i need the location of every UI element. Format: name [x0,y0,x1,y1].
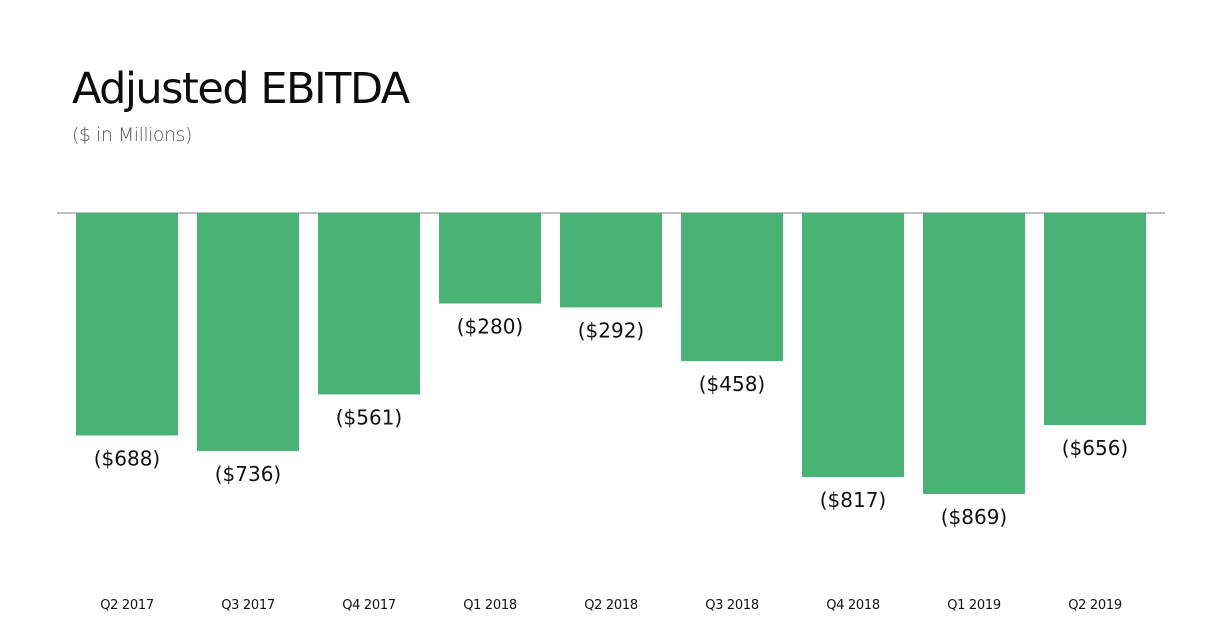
bar-q3-2017 [197,213,299,451]
x-tick-label-q2-2018: Q2 2018 [584,598,638,613]
bars-group [76,213,1146,494]
bar-q3-2018 [681,213,783,362]
x-tick-label-q1-2018: Q1 2018 [463,598,517,613]
value-label-q4-2018: ($817) [820,488,887,512]
bar-q2-2017 [76,213,178,436]
chart-title: Adjusted EBITDA [72,64,410,114]
bar-q1-2019 [923,213,1025,494]
value-label-q3-2017: ($736) [215,462,282,486]
x-tick-label-q4-2018: Q4 2018 [826,598,880,613]
value-label-q2-2017: ($688) [94,446,161,470]
x-tick-label-q3-2017: Q3 2017 [221,598,275,613]
value-label-q1-2018: ($280) [457,315,524,339]
bar-q2-2019 [1044,213,1146,426]
value-label-q1-2019: ($869) [941,505,1008,529]
value-label-q2-2019: ($656) [1062,436,1129,460]
bar-q1-2018 [439,213,541,304]
value-label-q4-2017: ($561) [336,405,403,429]
x-tick-label-q2-2019: Q2 2019 [1068,598,1122,613]
value-label-q3-2018: ($458) [699,372,766,396]
x-tick-label-q2-2017: Q2 2017 [100,598,154,613]
bar-q2-2018 [560,213,662,308]
bar-q4-2017 [318,213,420,395]
x-tick-label-q3-2018: Q3 2018 [705,598,759,613]
value-label-q2-2018: ($292) [578,318,645,342]
bar-q4-2018 [802,213,904,478]
x-tick-labels-group: Q2 2017 Q3 2017 Q4 2017 Q1 2018 Q2 2018 Q3 20… [100,598,1122,613]
value-labels-group: ($688) ($736) ($561) ($280) ($292) ($458) ($81… [94,315,1129,529]
chart-subtitle: ($ in Millions) [72,124,192,146]
x-tick-label-q1-2019: Q1 2019 [947,598,1001,613]
x-tick-label-q4-2017: Q4 2017 [342,598,396,613]
